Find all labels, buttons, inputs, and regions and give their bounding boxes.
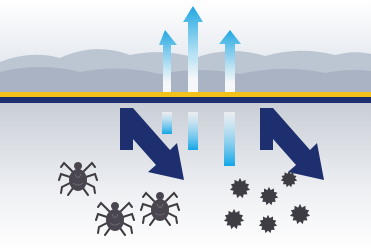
- illustration: [0, 0, 371, 251]
- up-arrow-base: [188, 112, 198, 150]
- navy-stripe: [0, 97, 371, 103]
- up-arrow-base: [224, 112, 235, 166]
- up-arrow-base: [162, 112, 172, 134]
- yellow-stripe: [0, 92, 371, 97]
